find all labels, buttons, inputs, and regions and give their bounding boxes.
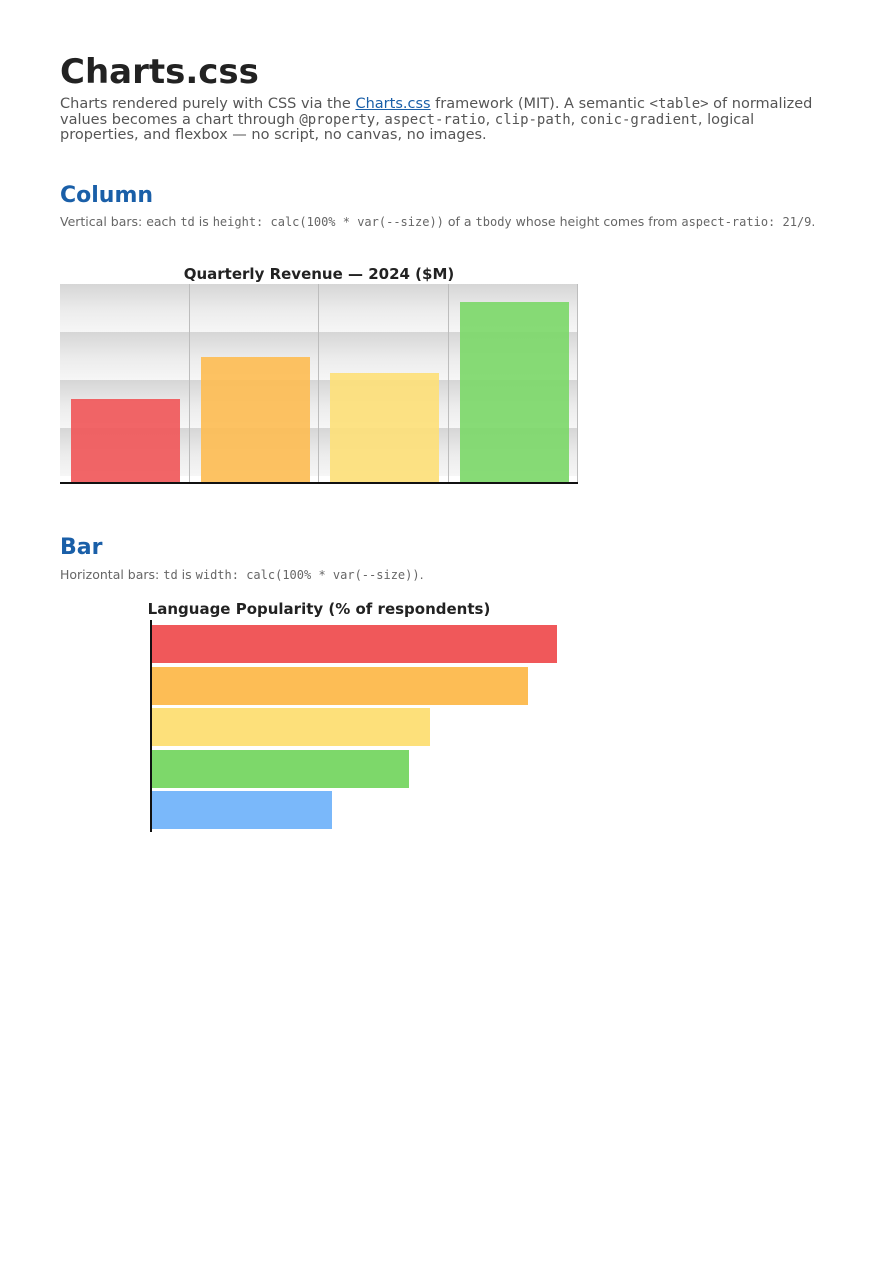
bar-chart xyxy=(150,620,570,832)
desc-code: td xyxy=(163,568,178,582)
intro-code: clip-path xyxy=(494,111,571,128)
grid-line xyxy=(318,284,319,482)
intro-code: conic-gradient xyxy=(579,111,698,128)
horizontal-bar-5 xyxy=(152,791,332,829)
bar-description: Horizontal bars: td is width: calc(100% … xyxy=(60,567,820,583)
horizontal-bar-2 xyxy=(152,667,528,705)
column-chart xyxy=(60,284,578,484)
grid-line xyxy=(189,284,190,482)
intro-text: framework (MIT). A semantic xyxy=(430,96,650,112)
desc-text: Vertical bars: each xyxy=(60,214,181,229)
desc-text: . xyxy=(419,567,424,582)
intro-paragraph: Charts rendered purely with CSS via the … xyxy=(60,96,820,144)
desc-code: aspect-ratio: 21/9 xyxy=(681,215,812,229)
column-bar-1 xyxy=(71,399,180,482)
grid-line xyxy=(448,284,449,482)
desc-text: . xyxy=(811,214,816,229)
column-chart-title: Quarterly Revenue — 2024 ($M) xyxy=(183,265,455,283)
intro-text: , logical properties, and flexbox — no s… xyxy=(60,111,755,143)
intro-code: aspect-ratio xyxy=(384,111,486,128)
intro-text: Charts rendered purely with CSS via the xyxy=(60,96,356,112)
horizontal-bar-3 xyxy=(152,708,430,746)
desc-code: td xyxy=(180,215,195,229)
intro-text: , xyxy=(375,111,385,128)
y-axis-line xyxy=(150,620,152,832)
charts-css-link[interactable]: Charts.css xyxy=(355,96,431,112)
bar-chart-title: Language Popularity (% of respondents) xyxy=(147,600,491,618)
desc-text: of a xyxy=(443,214,476,229)
desc-text: whose height comes from xyxy=(511,214,682,229)
desc-code: tbody xyxy=(475,215,512,229)
intro-code: @property xyxy=(299,111,376,128)
intro-text: , xyxy=(570,111,580,128)
column-bar-3 xyxy=(330,373,439,482)
x-axis-line xyxy=(60,482,578,484)
column-description: Vertical bars: each td is height: calc(1… xyxy=(60,214,820,230)
column-bar-2 xyxy=(201,357,310,482)
horizontal-bar-4 xyxy=(152,750,409,788)
desc-text: is xyxy=(177,567,196,582)
desc-text: Horizontal bars: xyxy=(60,567,164,582)
horizontal-bar-1 xyxy=(152,625,557,663)
column-bar-4 xyxy=(460,302,569,482)
desc-text: is xyxy=(194,214,213,229)
intro-text: of normalized values becomes a chart thr… xyxy=(60,96,813,128)
bar-heading: Bar xyxy=(60,535,103,560)
intro-code: <table> xyxy=(649,96,709,112)
column-heading: Column xyxy=(60,183,154,208)
desc-code: height: calc(100% * var(--size)) xyxy=(212,215,444,229)
intro-text: , xyxy=(485,111,495,128)
page-title: Charts.css xyxy=(60,52,259,92)
desc-code: width: calc(100% * var(--size)) xyxy=(195,568,420,582)
grid-line xyxy=(577,284,578,482)
